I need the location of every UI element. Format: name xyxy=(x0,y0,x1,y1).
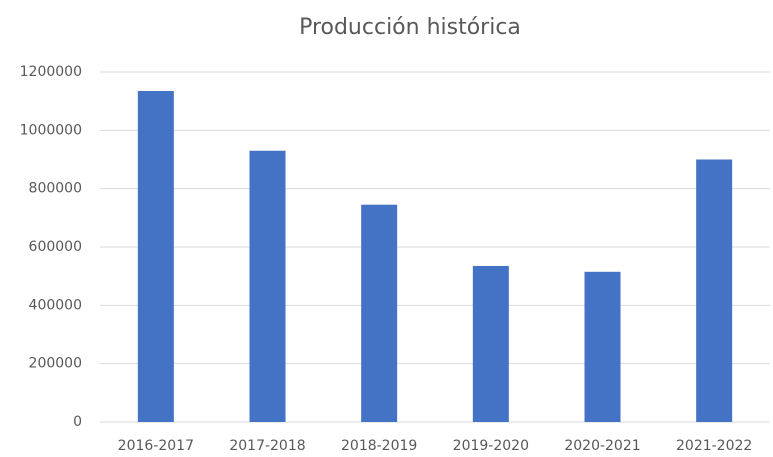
bar xyxy=(137,90,174,422)
x-tick-label: 2021-2022 xyxy=(676,438,752,454)
x-tick-label: 2017-2018 xyxy=(229,438,305,454)
y-tick-label: 800000 xyxy=(29,181,82,197)
x-tick-label: 2018-2019 xyxy=(341,438,417,454)
y-tick-label: 600000 xyxy=(29,239,82,255)
x-tick-label: 2016-2017 xyxy=(118,438,194,454)
bar xyxy=(584,271,621,422)
chart-title: Producción histórica xyxy=(299,15,521,40)
x-tick-label: 2019-2020 xyxy=(453,438,529,454)
y-tick-label: 0 xyxy=(73,414,82,430)
bar xyxy=(361,204,398,422)
bar xyxy=(249,150,286,422)
x-tick-label: 2020-2021 xyxy=(564,438,640,454)
y-tick-label: 200000 xyxy=(29,356,82,372)
y-tick-label: 1000000 xyxy=(20,122,82,138)
bar xyxy=(696,159,733,422)
y-tick-label: 400000 xyxy=(29,297,82,313)
bar xyxy=(472,265,509,422)
y-tick-label: 1200000 xyxy=(20,64,82,80)
